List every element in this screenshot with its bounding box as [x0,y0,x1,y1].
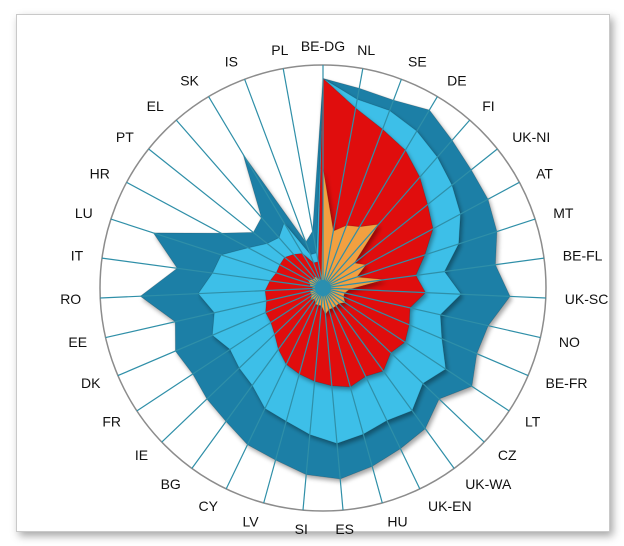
category-label: IT [71,248,84,264]
spoke-hu [322,287,383,504]
category-label: NO [559,334,580,350]
spoke-no [322,287,541,339]
spoke-dk [117,287,324,377]
category-label: CY [199,498,219,514]
category-label: DK [81,375,101,391]
spoke-ro [100,287,324,299]
spoke-uk-en [322,287,421,490]
spoke-uk-sc [322,287,546,299]
category-label: LU [75,205,93,221]
category-label: BE-FR [546,375,588,391]
spoke-it [101,257,324,289]
category-label: LT [525,413,541,429]
category-label: HR [90,165,110,181]
spoke-lt [322,287,510,412]
spoke-cz [322,287,485,443]
spoke-bg [191,287,324,469]
category-label: RO [60,291,81,307]
category-label: UK-NI [512,129,550,145]
category-label: IS [225,53,238,69]
category-label: CZ [498,447,517,463]
category-label: PL [271,42,288,58]
spoke-ee [105,287,324,339]
category-label: SK [180,72,199,88]
category-label: SI [295,521,308,537]
category-label: UK-SC [565,291,609,307]
radar-spokes [100,65,546,511]
spoke-nl [322,68,364,289]
spoke-el [175,119,324,289]
spoke-pl [282,68,324,289]
spoke-uk-wa [322,287,455,469]
spoke-be-fl [322,257,545,289]
category-label: ES [335,521,354,537]
center-hub [315,280,331,296]
category-label: DE [447,72,466,88]
spoke-se [322,78,402,289]
spoke-uk-ni [322,148,498,289]
category-label: BE-DG [301,38,345,54]
category-label: EL [147,98,164,114]
spoke-de [322,96,438,289]
category-label: PT [116,129,134,145]
spoke-es [322,287,344,511]
category-label: BE-FL [563,248,603,264]
spoke-ie [161,287,324,443]
spoke-is [244,78,324,289]
category-label: LV [243,513,260,529]
spoke-at [322,181,520,289]
spoke-fi [322,119,471,289]
category-label: UK-WA [465,476,512,492]
spoke-hr [126,181,324,289]
category-label: NL [357,42,375,58]
spoke-sk [208,96,324,289]
spoke-lv [263,287,324,504]
spoke-fr [136,287,324,412]
category-label: AT [536,165,553,181]
category-label: FR [102,413,121,429]
spoke-pt [148,148,324,289]
category-label: BG [161,476,181,492]
category-label: HU [387,513,407,529]
spoke-si [302,287,324,511]
category-label: IE [135,447,148,463]
category-label: UK-EN [428,498,472,514]
category-label: FI [482,98,494,114]
spoke-cy [225,287,324,490]
category-labels: BE-DG NL SE DE FI UK-NI AT MT BE-FL UK-SC NO BE-FR L… [60,38,608,537]
category-label: MT [553,205,574,221]
category-label: EE [68,334,87,350]
spoke-mt [322,218,536,289]
category-label: SE [408,53,427,69]
spoke-be-fr [322,287,529,377]
spoke-lu [110,218,324,289]
